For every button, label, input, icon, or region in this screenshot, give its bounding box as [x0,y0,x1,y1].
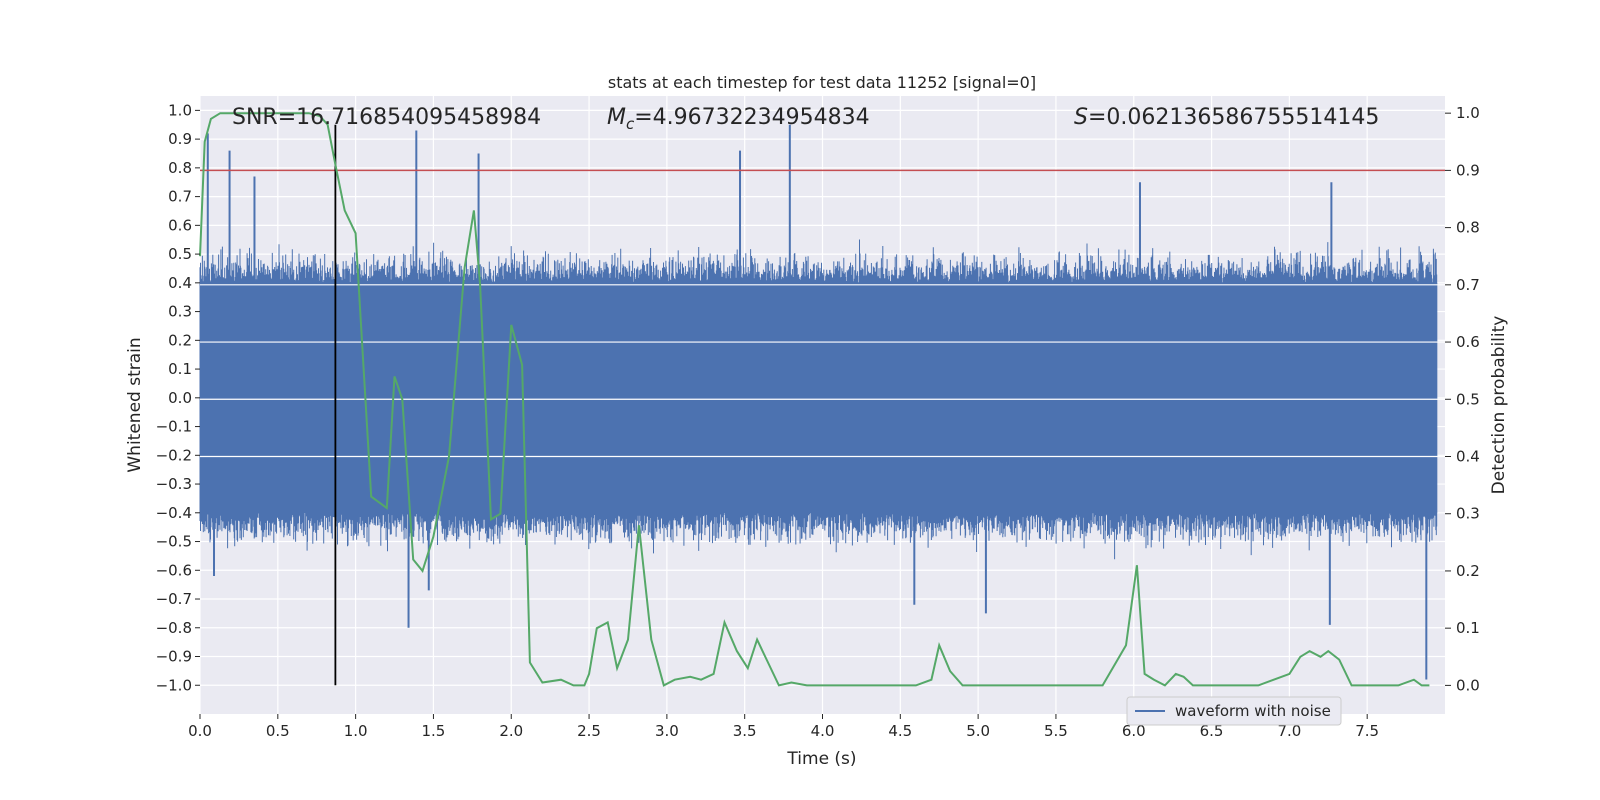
y-left-tick-label: 0.2 [168,331,192,349]
chart-title: stats at each timestep for test data 112… [608,73,1036,92]
y-right-tick-label: 0.3 [1456,505,1480,523]
y-right-tick-label: 0.5 [1456,390,1480,408]
s-annotation: S=0.062136586755514145 [1074,105,1379,130]
y-right-tick-label: 0.1 [1456,619,1480,637]
x-tick-label: 6.5 [1200,722,1224,740]
y-left-tick-label: 0.6 [168,216,192,234]
chirp-mass-symbol: M [607,105,626,130]
x-tick-label: 4.5 [888,722,912,740]
x-tick-label: 3.0 [655,722,679,740]
s-symbol: S [1074,105,1088,130]
x-tick-label: 4.0 [811,722,835,740]
y-right-tick-label: 0.4 [1456,448,1480,466]
y-left-tick-label: −0.1 [156,418,192,436]
chirp-mass-annotation: Mc=4.96732234954834 [607,105,870,133]
y-left-tick-label: 0.7 [168,188,192,206]
y-left-tick-label: 0.3 [168,303,192,321]
y-left-tick-label: −0.3 [156,475,192,493]
y-left-tick-label: 0.4 [168,274,192,292]
y-left-tick-label: −0.8 [156,619,192,637]
y-left-tick-label: −0.5 [156,533,192,551]
y-left-tick-label: −0.9 [156,648,192,666]
x-tick-label: 0.5 [266,722,290,740]
y-left-tick-label: −0.4 [156,504,192,522]
probability-series [199,112,1430,687]
y-left-tick-label: −0.2 [156,446,192,464]
x-tick-label: 6.0 [1122,722,1146,740]
x-tick-label: 5.5 [1044,722,1068,740]
y-right-axis-ticks: 1.0 0.9 0.8 0.7 0.6 0.5 0.4 0.3 0.2 0.1 0.0 [1445,104,1480,694]
y-left-tick-label: 1.0 [168,101,192,119]
y-left-axis-label: Whitened strain [125,337,145,472]
y-left-tick-label: 0.8 [168,159,192,177]
x-tick-label: 2.5 [577,722,601,740]
waveform-series [199,124,1445,680]
chirp-mass-value: =4.96732234954834 [634,105,869,130]
y-left-tick-label: −1.0 [156,676,192,694]
y-right-tick-label: 0.6 [1456,333,1480,351]
chirp-mass-subscript: c [626,115,635,133]
x-tick-label: 1.0 [344,722,368,740]
snr-annotation: SNR=16.716854095458984 [232,105,541,130]
y-right-tick-label: 0.8 [1456,219,1480,237]
waveform-core-band [200,282,1438,513]
y-left-tick-label: 0.9 [168,130,192,148]
y-right-tick-label: 0.2 [1456,562,1480,580]
x-tick-label: 7.0 [1277,722,1301,740]
detection-probability-line [199,112,1430,687]
legend: waveform with noise [1126,696,1342,726]
y-right-tick-label: 1.0 [1456,104,1480,122]
x-axis-ticks: 0.0 0.5 1.0 1.5 2.0 2.5 3.0 3.5 4.0 4.5 5.0 5.5 6.0 6… [188,714,1379,740]
x-tick-label: 1.5 [422,722,446,740]
y-left-axis-ticks: 1.0 0.9 0.8 0.7 0.6 0.5 0.4 0.3 0.2 0.1 0.0 −0.1 −0.… [156,101,200,694]
y-right-tick-label: 0.7 [1456,276,1480,294]
x-tick-label: 5.0 [966,722,990,740]
reference-lines [200,124,1445,686]
y-right-tick-label: 0.9 [1456,161,1480,179]
s-value: =0.062136586755514145 [1088,105,1379,130]
y-right-axis-label: Detection probability [1489,316,1509,495]
x-tick-label: 7.5 [1355,722,1379,740]
legend-box [1126,696,1342,726]
x-tick-label: 2.0 [499,722,523,740]
y-left-tick-label: −0.7 [156,590,192,608]
y-left-tick-label: 0.0 [168,389,192,407]
y-left-tick-label: 0.5 [168,245,192,263]
x-axis-label: Time (s) [786,749,856,769]
x-tick-label: 0.0 [188,722,212,740]
y-left-tick-label: 0.1 [168,360,192,378]
y-left-tick-label: −0.6 [156,561,192,579]
y-right-tick-label: 0.0 [1456,676,1480,694]
x-tick-label: 3.5 [733,722,757,740]
legend-label: waveform with noise [1175,702,1331,720]
